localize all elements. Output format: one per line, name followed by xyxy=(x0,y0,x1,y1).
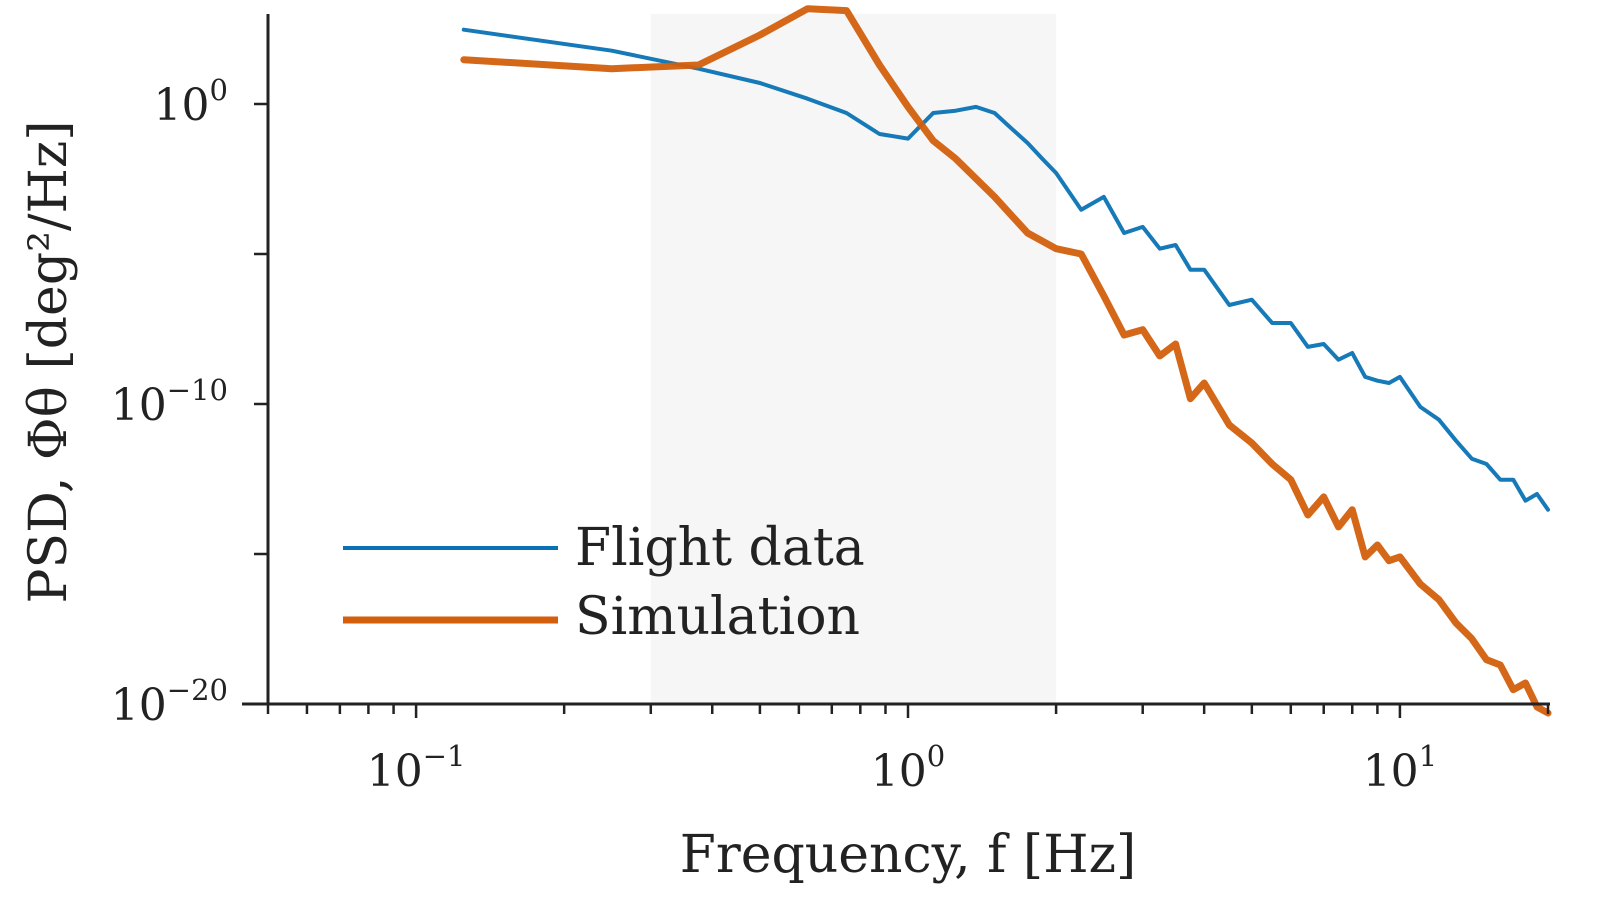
y-tick-label: 100 xyxy=(154,73,228,131)
y-tick-label: 10−10 xyxy=(111,373,228,431)
shaded-frequency-band xyxy=(650,14,1057,704)
series-layer xyxy=(460,5,1552,717)
y-tick-label: 10−20 xyxy=(111,673,228,731)
shaded-band-layer xyxy=(650,14,1057,704)
series-line-simulation xyxy=(460,5,1552,717)
legend-label-simulation: Simulation xyxy=(575,587,860,647)
x-tick-label: 10−1 xyxy=(367,739,466,797)
y-axis-label: PSD, Φθ [deg²/Hz] xyxy=(19,120,79,603)
axes-layer xyxy=(242,14,1550,706)
legend: Flight data Simulation xyxy=(343,518,865,647)
ticks-layer: 10−1 100 101 100 10−10 10−20 xyxy=(111,73,1550,797)
x-tick-label: 100 xyxy=(871,739,945,797)
x-tick-label: 101 xyxy=(1363,739,1437,797)
legend-label-flight-data: Flight data xyxy=(575,518,865,578)
x-axis-label: Frequency, f [Hz] xyxy=(680,825,1137,885)
